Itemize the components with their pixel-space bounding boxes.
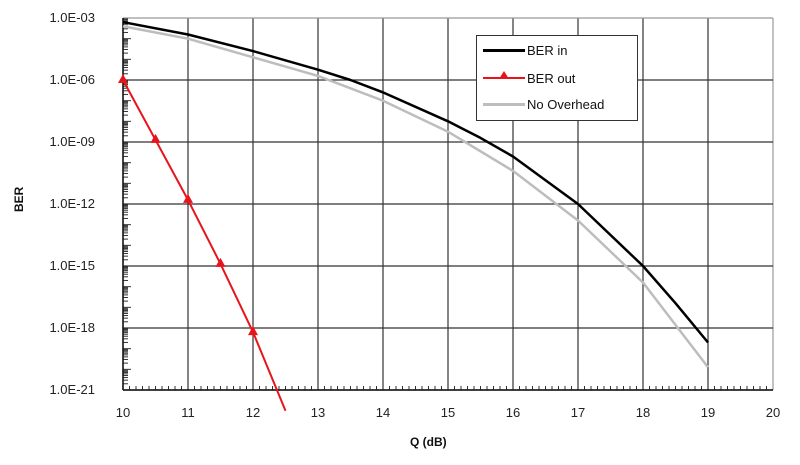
x-tick-label: 18 (635, 405, 651, 420)
x-tick-label: 12 (245, 405, 261, 420)
triangle-marker-icon (118, 74, 128, 83)
triangle-marker-icon (183, 193, 193, 203)
legend-label: BER in (527, 42, 568, 58)
triangle-marker-icon (499, 71, 509, 79)
legend-item-ber-in: BER in (483, 40, 567, 60)
legend-label: BER out (527, 70, 576, 86)
x-tick-label: 11 (181, 405, 195, 420)
y-tick-label: 1.0E-18 (49, 320, 95, 335)
y-tick-label: 1.0E-12 (49, 196, 95, 211)
x-tick-label: 17 (570, 405, 586, 420)
y-tick-label: 1.0E-03 (49, 10, 95, 25)
y-tick-label: 1.0E-21 (49, 382, 95, 397)
x-tick-label: 15 (440, 405, 456, 420)
legend-label: No Overhead (527, 96, 605, 112)
triangle-marker-icon (215, 257, 226, 267)
legend-swatch-no-overhead (483, 102, 525, 106)
legend-item-no-overhead: No Overhead (483, 94, 604, 114)
series-line-ber-out (122, 79, 287, 412)
x-tick-label: 19 (700, 405, 716, 420)
chart-legend: BER in BER out No Overhead (476, 35, 638, 121)
y-tick-label: 1.0E-06 (49, 72, 95, 87)
x-tick-label: 16 (505, 405, 521, 420)
x-tick-label: 20 (765, 405, 781, 420)
legend-swatch-ber-in (483, 48, 525, 52)
legend-item-ber-out: BER out (483, 68, 575, 88)
y-tick-label: 1.0E-09 (49, 134, 95, 149)
x-tick-label: 14 (375, 405, 391, 420)
series-line-ber-in (122, 20, 709, 344)
triangle-marker-icon (150, 133, 161, 143)
legend-swatch-ber-out (483, 71, 525, 79)
series-line-no-overhead (122, 25, 709, 369)
x-tick-label: 13 (310, 405, 326, 420)
x-axis-title: Q (dB) (410, 435, 447, 449)
y-tick-label: 1.0E-15 (49, 258, 95, 273)
y-axis-title: BER (12, 186, 26, 212)
triangle-marker-icon (248, 326, 258, 336)
x-tick-label: 10 (115, 405, 131, 420)
